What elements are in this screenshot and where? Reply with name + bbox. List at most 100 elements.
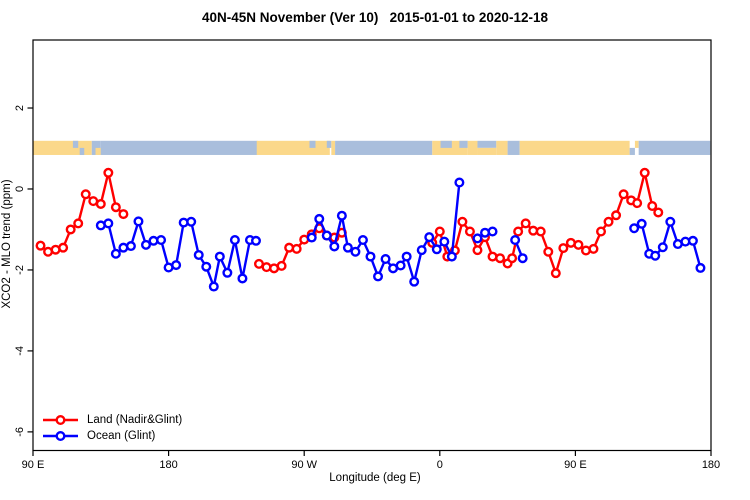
land-series-key-icon [43,415,78,425]
x-tick-label: 90 E [564,459,587,471]
data-point-ocean [395,260,406,271]
data-point-ocean [487,226,498,237]
series-line-land [39,171,125,253]
map-band-ocean-patch [459,140,468,148]
data-point-land [95,198,106,209]
data-point-ocean [306,232,317,243]
data-point-ocean [171,260,182,271]
data-point-ocean [357,234,368,245]
data-point-ocean [409,276,420,287]
map-band-ocean-patch [309,140,316,148]
data-point-ocean [480,227,491,238]
data-point-ocean [431,244,442,255]
data-point-ocean [350,246,361,257]
data-point-land [464,226,475,237]
y-tick-label: 0 [14,186,26,192]
map-band-ocean-patch [335,140,433,155]
data-point-ocean [314,213,325,224]
map-band-ocean-patch [72,140,79,148]
y-tick-label: -4 [14,346,26,356]
data-point-ocean [380,254,391,265]
data-point-ocean [424,232,435,243]
legend: Land (Nadir&Glint) Ocean (Glint) [42,412,182,444]
data-point-ocean [110,248,121,259]
data-point-ocean [229,234,240,245]
data-point-ocean [687,235,698,246]
map-band-ocean-patch [507,140,520,155]
map-band-land-patch [95,147,101,155]
data-point-ocean [103,218,114,229]
data-point-ocean [650,250,661,261]
x-tick-label: 180 [702,459,720,471]
data-point-ocean [446,251,457,262]
legend-item-land: Land (Nadir&Glint) [42,412,182,428]
data-point-land [507,253,518,264]
data-point-land [457,216,468,227]
plot-border [32,39,712,452]
data-point-ocean [365,251,376,262]
x-tick-label: 90 E [22,459,45,471]
data-point-ocean [636,218,647,229]
map-band-land-patch [519,140,630,155]
map-band-land-patch [634,140,639,148]
data-point-ocean [472,233,483,244]
data-point-land [73,218,84,229]
x-tick-label: 180 [159,459,177,471]
map-band-land-patch [477,147,497,155]
data-point-land [596,226,607,237]
legend-item-ocean: Ocean (Glint) [42,428,182,444]
data-point-land [65,224,76,235]
data-point-ocean [439,236,450,247]
data-point-ocean [401,251,412,262]
map-band-land-patch [496,140,508,155]
y-tick-label: -2 [14,265,26,275]
data-point-ocean [695,262,706,273]
data-point-land [535,226,546,237]
data-point-ocean [214,251,225,262]
map-band-land-patch [256,140,330,155]
data-point-ocean [321,230,332,241]
data-point-ocean [329,241,340,252]
data-point-ocean [336,210,347,221]
series-line-ocean [99,220,258,288]
y-tick-label: 2 [14,105,26,111]
data-point-ocean [133,216,144,227]
data-point-ocean [208,281,219,292]
data-point-ocean [140,239,151,250]
data-point-land [653,207,664,218]
data-point-land [291,243,302,254]
data-point-land [588,243,599,254]
ocean-series-key-icon [43,431,78,441]
data-point-land [58,242,69,253]
data-point-ocean [454,177,465,188]
data-point-land [573,239,584,250]
legend-label-land: Land (Nadir&Glint) [87,414,183,426]
data-point-ocean [156,234,167,245]
data-point-ocean [237,273,248,284]
data-point-ocean [342,242,353,253]
data-point-land [103,167,114,178]
data-point-land [618,189,629,200]
data-point-ocean [416,245,427,256]
y-axis-label: XCO2 - MLO trend (ppm) [1,179,13,309]
data-point-ocean [510,234,521,245]
data-point-ocean [629,223,640,234]
data-point-land [261,262,272,273]
map-band-land-patch [467,140,478,155]
data-point-land [110,202,121,213]
map-band-land-patch [331,140,336,155]
data-point-ocean [657,242,668,253]
data-point-land [118,209,129,220]
data-point-land [611,210,622,221]
chart-title: 40N-45N November (Ver 10) 2015-01-01 to … [202,10,548,25]
x-tick-label: 90 W [291,459,317,471]
y-tick-label: -6 [14,427,26,437]
data-point-land [276,260,287,271]
map-band-ocean-patch [79,147,85,155]
map-band-ocean-patch [326,140,332,148]
data-point-ocean [125,241,136,252]
data-point-land [550,268,561,279]
x-tick-label: 0 [437,459,443,471]
data-point-land [603,216,614,227]
map-band-ocean-patch [629,147,635,155]
